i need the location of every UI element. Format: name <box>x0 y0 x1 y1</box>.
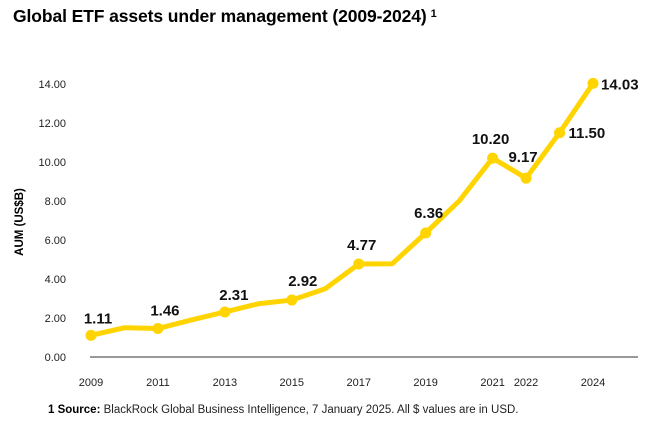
y-tick-label: 12.00 <box>38 118 66 130</box>
data-label-2017: 4.77 <box>347 237 376 254</box>
y-tick-label: 0.00 <box>45 352 66 364</box>
data-point-2023 <box>554 127 566 139</box>
y-tick-label: 6.00 <box>45 235 66 247</box>
y-tick-label: 14.00 <box>38 79 66 91</box>
x-tick-label: 2017 <box>346 377 370 389</box>
x-tick-label: 2021 <box>480 377 504 389</box>
source-text: BlackRock Global Business Intelligence, … <box>103 404 519 416</box>
source-prefix: 1 Source: <box>48 404 101 416</box>
data-label-2015: 2.92 <box>288 273 317 290</box>
data-label-2023: 11.50 <box>569 125 606 142</box>
chart-title-text: Global ETF assets under management (2009… <box>13 6 427 26</box>
x-tick-label: 2019 <box>413 377 437 389</box>
data-point-2019 <box>420 227 432 239</box>
chart-title: Global ETF assets under management (2009… <box>13 6 437 27</box>
y-tick-label: 2.00 <box>45 313 66 325</box>
data-point-2015 <box>286 294 298 306</box>
data-label-2022: 9.17 <box>508 149 537 166</box>
x-tick-label: 2024 <box>581 377 605 389</box>
y-axis-label: AUM (US$B) <box>14 188 26 256</box>
x-tick-label: 2015 <box>280 377 304 389</box>
source-note: 1 Source: BlackRock Global Business Inte… <box>48 404 518 416</box>
x-axis-ticks: 2009 2011 2013 2015 2017 2019 2021 2022 2024 <box>79 377 605 389</box>
y-tick-label: 10.00 <box>38 157 66 169</box>
data-label-2009: 1.11 <box>84 310 112 327</box>
data-label-2013: 2.31 <box>219 287 248 304</box>
data-point-2021 <box>487 152 499 164</box>
data-point-2024 <box>587 77 599 89</box>
line-chart: 0.00 2.00 4.00 6.00 8.00 10.00 12.00 14.00 2009… <box>14 76 639 389</box>
data-point-2017 <box>353 258 365 270</box>
data-label-2024: 14.03 <box>601 76 639 93</box>
data-point-2009 <box>85 329 97 341</box>
y-axis-ticks: 0.00 2.00 4.00 6.00 8.00 10.00 12.00 14.00 <box>38 79 66 364</box>
data-point-2011 <box>152 323 164 335</box>
y-tick-label: 8.00 <box>45 196 66 208</box>
title-footnote-marker: 1 <box>430 8 437 20</box>
x-tick-label: 2009 <box>79 377 103 389</box>
data-point-2013 <box>219 306 231 318</box>
data-label-2021: 10.20 <box>472 131 510 148</box>
y-tick-label: 4.00 <box>45 274 66 286</box>
data-label-2019: 6.36 <box>414 205 443 222</box>
data-label-2011: 1.46 <box>150 303 179 320</box>
data-points <box>85 77 599 341</box>
series-line-aum <box>88 80 596 338</box>
x-tick-label: 2013 <box>213 377 237 389</box>
data-labels: 1.11 1.46 2.31 2.92 4.77 6.36 10.209.17 11.50 14… <box>84 76 639 327</box>
x-tick-label: 2011 <box>146 377 170 389</box>
x-tick-label: 2022 <box>514 377 538 389</box>
data-point-2022 <box>520 172 532 184</box>
